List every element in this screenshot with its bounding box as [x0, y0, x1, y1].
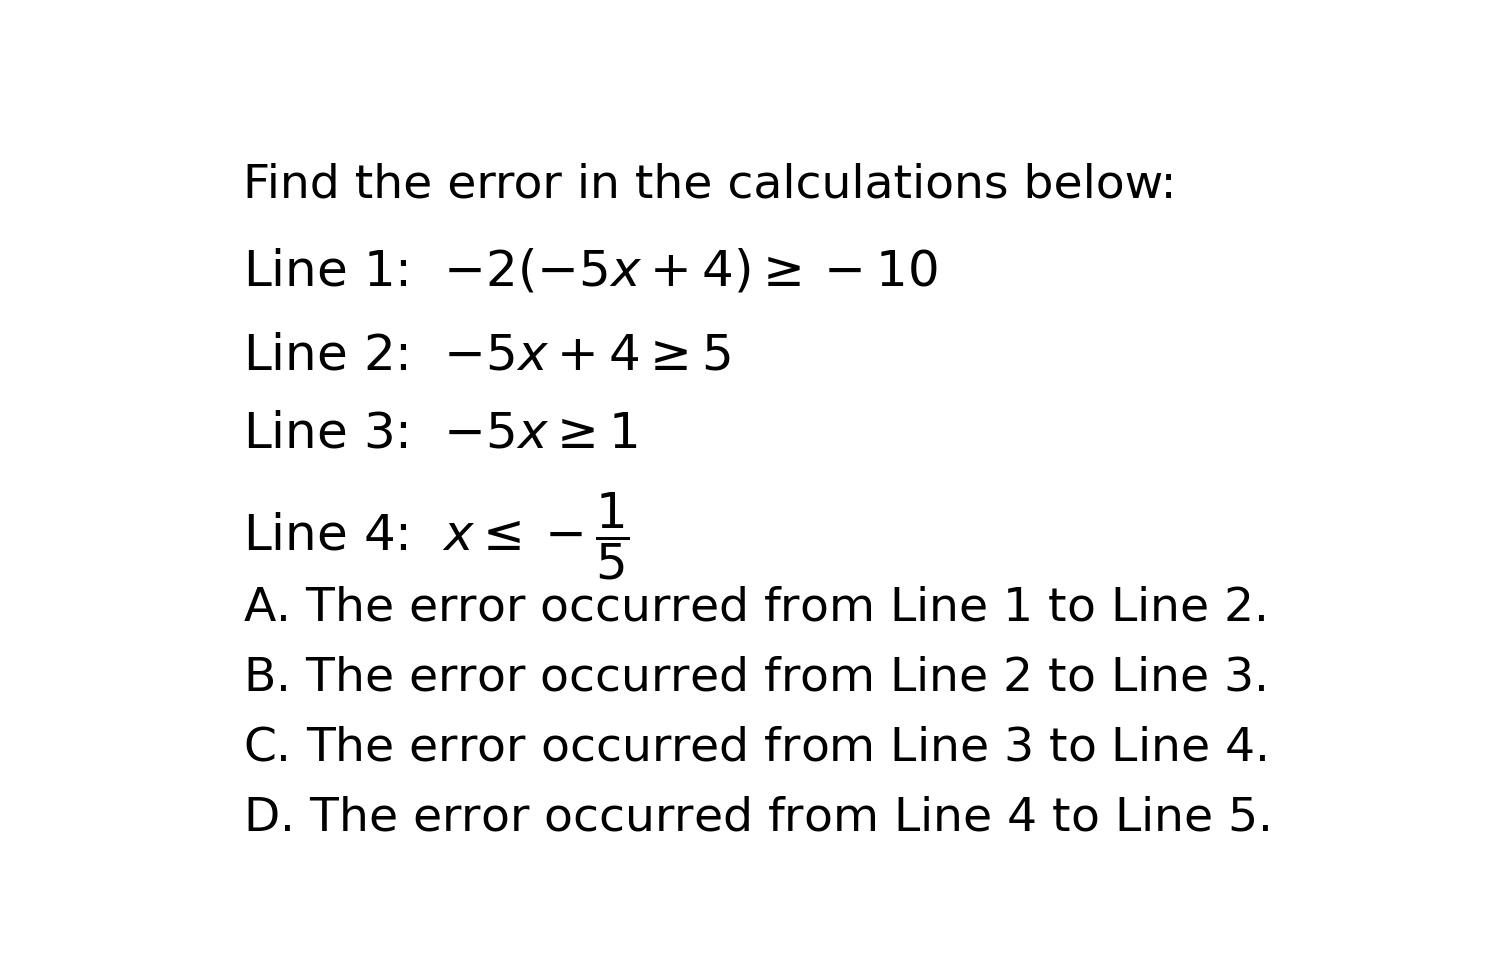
Text: Line 2:  $-5x+4 \geq 5$: Line 2: $-5x+4 \geq 5$: [243, 332, 730, 380]
Text: Line 3:  $-5x \geq 1$: Line 3: $-5x \geq 1$: [243, 409, 638, 457]
Text: Line 1:  $-2(-5x+4) \geq -10$: Line 1: $-2(-5x+4) \geq -10$: [243, 248, 938, 295]
Text: Find the error in the calculations below:: Find the error in the calculations below…: [243, 163, 1178, 207]
Text: C. The error occurred from Line $3$ to Line $4$.: C. The error occurred from Line $3$ to L…: [243, 726, 1266, 771]
Text: B. The error occurred from Line $2$ to Line $3$.: B. The error occurred from Line $2$ to L…: [243, 656, 1266, 701]
Text: A. The error occurred from Line $1$ to Line $2$.: A. The error occurred from Line $1$ to L…: [243, 586, 1266, 631]
Text: Line 4:  $x \leq -\dfrac{1}{5}$: Line 4: $x \leq -\dfrac{1}{5}$: [243, 490, 630, 582]
Text: D. The error occurred from Line $4$ to Line $5$.: D. The error occurred from Line $4$ to L…: [243, 795, 1270, 840]
